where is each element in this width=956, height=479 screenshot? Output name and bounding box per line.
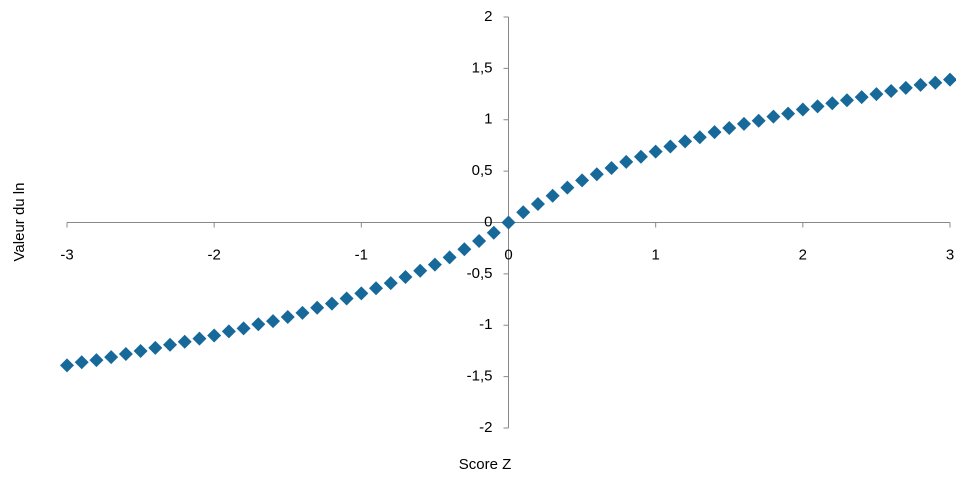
data-point bbox=[369, 281, 384, 296]
data-point bbox=[943, 72, 956, 87]
y-tick-label: -1,5 bbox=[467, 368, 493, 385]
y-tick-label: 0 bbox=[484, 213, 492, 230]
data-point bbox=[722, 120, 737, 135]
data-point bbox=[545, 188, 560, 203]
data-point bbox=[619, 154, 634, 169]
data-point bbox=[928, 75, 943, 90]
data-point bbox=[472, 233, 487, 248]
data-point bbox=[324, 296, 339, 311]
data-point bbox=[736, 116, 751, 131]
data-point bbox=[192, 331, 207, 346]
data-point bbox=[633, 149, 648, 164]
data-point bbox=[280, 310, 295, 325]
data-point bbox=[530, 197, 545, 212]
data-point bbox=[486, 225, 501, 240]
data-point bbox=[133, 343, 148, 358]
y-tick-label: -2 bbox=[479, 419, 492, 436]
data-point bbox=[413, 263, 428, 278]
data-point bbox=[207, 328, 222, 343]
data-point bbox=[442, 250, 457, 265]
y-axis-title: Valeur du ln bbox=[11, 183, 28, 262]
y-tick-label: 1 bbox=[484, 111, 492, 128]
data-point bbox=[898, 80, 913, 95]
data-point bbox=[221, 324, 236, 339]
data-point bbox=[648, 144, 663, 159]
data-point bbox=[560, 180, 575, 195]
data-point bbox=[810, 99, 825, 114]
data-point bbox=[707, 125, 722, 140]
data-point bbox=[89, 353, 104, 368]
data-point bbox=[781, 106, 796, 121]
x-tick-label: -1 bbox=[355, 246, 368, 263]
data-point bbox=[163, 337, 178, 352]
data-point bbox=[751, 113, 766, 128]
data-point bbox=[104, 350, 119, 365]
data-point bbox=[839, 93, 854, 108]
data-point bbox=[575, 173, 590, 188]
data-point bbox=[501, 215, 516, 230]
data-point bbox=[398, 269, 413, 284]
x-tick-label: 0 bbox=[504, 246, 512, 263]
data-point bbox=[854, 90, 869, 105]
data-point bbox=[825, 96, 840, 111]
data-point bbox=[516, 205, 531, 220]
x-tick-label: 1 bbox=[651, 246, 659, 263]
data-point bbox=[869, 87, 884, 102]
data-point bbox=[236, 321, 251, 336]
data-point bbox=[310, 300, 325, 315]
data-point bbox=[678, 134, 693, 149]
data-point bbox=[692, 130, 707, 145]
y-tick-label: 0,5 bbox=[472, 162, 493, 179]
x-tick-label: -2 bbox=[207, 246, 220, 263]
x-tick-label: 3 bbox=[946, 246, 954, 263]
data-point bbox=[177, 334, 192, 349]
data-point bbox=[354, 286, 369, 301]
data-point bbox=[913, 77, 928, 92]
y-tick-label: -1 bbox=[479, 316, 492, 333]
data-point bbox=[60, 358, 74, 373]
data-point bbox=[604, 161, 619, 176]
data-point bbox=[663, 139, 678, 154]
data-point bbox=[339, 291, 354, 306]
data-point bbox=[118, 347, 133, 362]
x-tick-label: 2 bbox=[799, 246, 807, 263]
x-axis-title: Score Z bbox=[459, 456, 512, 473]
data-point bbox=[266, 314, 281, 329]
x-tick-label: -3 bbox=[60, 246, 73, 263]
data-point bbox=[427, 257, 442, 272]
data-point bbox=[148, 340, 163, 355]
data-point bbox=[383, 276, 398, 291]
data-point bbox=[295, 305, 310, 320]
y-tick-label: -0,5 bbox=[467, 265, 493, 282]
data-point bbox=[457, 242, 472, 257]
y-tick-label: 1,5 bbox=[472, 59, 493, 76]
data-point bbox=[74, 355, 89, 370]
data-point bbox=[251, 317, 266, 332]
data-point bbox=[766, 109, 781, 124]
y-tick-label: 2 bbox=[484, 8, 492, 25]
data-point bbox=[589, 167, 604, 182]
data-point bbox=[884, 83, 899, 98]
data-point bbox=[795, 102, 810, 117]
